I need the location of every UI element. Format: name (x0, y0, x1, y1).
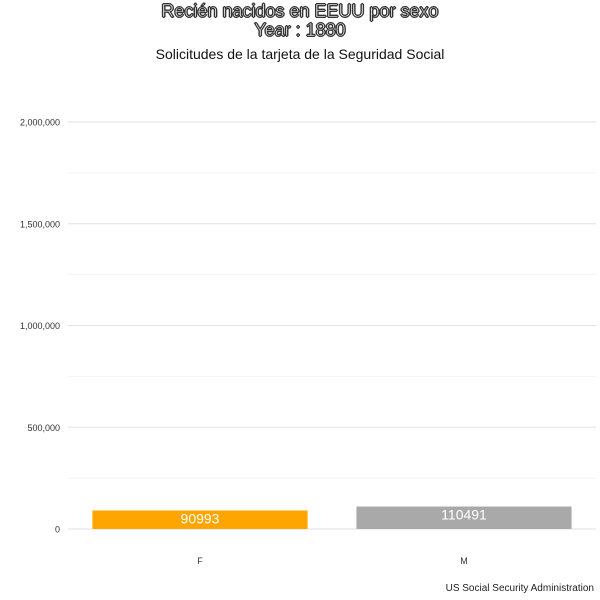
chart-subtitle: Solicitudes de la tarjeta de la Segurida… (155, 46, 445, 62)
chart-title-line-2: Year : 1880 (254, 20, 346, 40)
bar-M (356, 506, 572, 529)
bar-F (92, 510, 308, 529)
y-tick-label: 0 (55, 525, 60, 535)
data-label-M: 110491 (441, 507, 487, 523)
y-tick-label: 1,000,000 (20, 321, 60, 331)
x-tick-label-F: F (197, 556, 203, 566)
chart-caption: US Social Security Administration (445, 583, 594, 594)
y-tick-label: 500,000 (27, 423, 60, 433)
chart-title: Recién nacidos en EEUU por sexo Year : 1… (0, 1, 600, 40)
x-tick-label-M: M (460, 556, 468, 566)
y-tick-label: 1,500,000 (20, 219, 60, 229)
data-label-F: 90993 (181, 510, 220, 526)
y-tick-label: 2,000,000 (20, 118, 60, 128)
chart-title-line-1: Recién nacidos en EEUU por sexo (161, 1, 439, 21)
